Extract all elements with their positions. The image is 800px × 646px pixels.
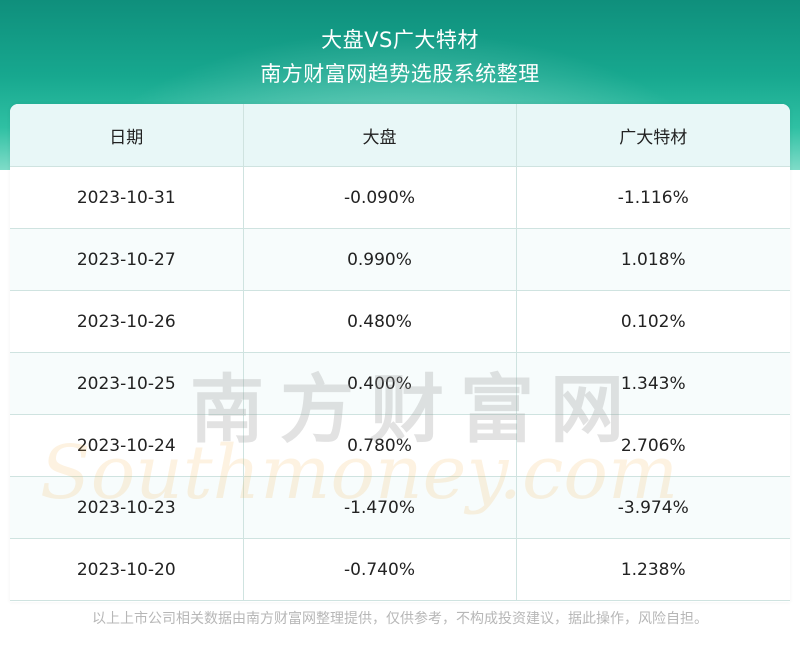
cell-market-change: -0.740% [243, 538, 517, 601]
page-title: 大盘VS广大特材 [321, 28, 479, 52]
footer-disclaimer: 以上上市公司相关数据由南方财富网整理提供，仅供参考，不构成投资建议，据此操作，风… [92, 611, 708, 627]
table-body: 2023-10-31 -0.090% -1.116% 2023-10-27 0.990%… [10, 166, 790, 601]
cell-market-change: -1.470% [243, 476, 517, 539]
cell-stock-change: 0.102% [516, 290, 790, 353]
cell-market-change: -0.090% [243, 166, 517, 229]
table-row: 2023-10-23 -1.470% -3.974% [10, 476, 790, 539]
cell-stock-change: 1.343% [516, 352, 790, 415]
cell-stock-change: -3.974% [516, 476, 790, 539]
cell-stock-change: 1.018% [516, 228, 790, 291]
cell-date: 2023-10-26 [10, 290, 244, 353]
table-row: 2023-10-26 0.480% 0.102% [10, 290, 790, 353]
header-banner: 大盘VS广大特材 南方财富网趋势选股系统整理 [0, 0, 800, 170]
page-subtitle: 南方财富网趋势选股系统整理 [260, 62, 540, 86]
cell-date: 2023-10-24 [10, 414, 244, 477]
column-header-date: 日期 [10, 104, 244, 167]
column-header-stock: 广大特材 [516, 104, 790, 167]
table-row: 2023-10-31 -0.090% -1.116% [10, 166, 790, 229]
cell-market-change: 0.480% [243, 290, 517, 353]
table-row: 2023-10-27 0.990% 1.018% [10, 228, 790, 291]
cell-stock-change: 1.238% [516, 538, 790, 601]
table-panel: 日期 大盘 广大特材 2023-10-31 -0.090% -1.116% 2023-… [10, 104, 790, 602]
cell-date: 2023-10-31 [10, 166, 244, 229]
table-row: 2023-10-25 0.400% 1.343% [10, 352, 790, 415]
table-row: 2023-10-20 -0.740% 1.238% [10, 538, 790, 601]
comparison-table: 日期 大盘 广大特材 2023-10-31 -0.090% -1.116% 2023-… [10, 104, 790, 601]
cell-stock-change: -1.116% [516, 166, 790, 229]
cell-date: 2023-10-23 [10, 476, 244, 539]
cell-market-change: 0.400% [243, 352, 517, 415]
cell-date: 2023-10-25 [10, 352, 244, 415]
cell-stock-change: 2.706% [516, 414, 790, 477]
cell-market-change: 0.780% [243, 414, 517, 477]
cell-date: 2023-10-27 [10, 228, 244, 291]
column-header-market: 大盘 [243, 104, 517, 167]
cell-date: 2023-10-20 [10, 538, 244, 601]
table-row: 2023-10-24 0.780% 2.706% [10, 414, 790, 477]
table-header-row: 日期 大盘 广大特材 [10, 104, 790, 167]
cell-market-change: 0.990% [243, 228, 517, 291]
